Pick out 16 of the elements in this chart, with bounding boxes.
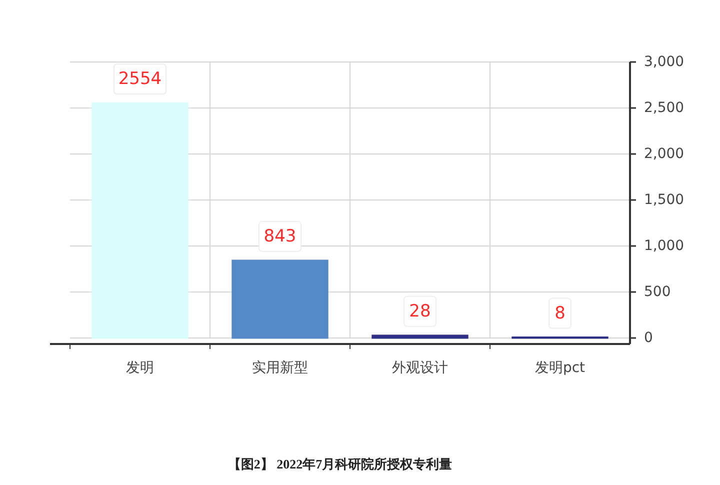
data-label: 2554 (118, 69, 162, 90)
x-tick-label: 发明 (126, 360, 154, 376)
y-tick-label: 500 (644, 284, 671, 300)
data-label: 843 (264, 226, 296, 246)
x-tick-label: 发明pct (534, 360, 586, 376)
y-tick-label: 0 (644, 330, 653, 346)
y-tick-label: 1,500 (644, 192, 684, 208)
x-tick-label: 实用新型 (252, 360, 308, 376)
title: 【图2】 2022年7月科研院所授权专利量 (228, 456, 452, 472)
y-tick-label: 2,500 (644, 100, 684, 116)
y-tick-label: 1,000 (644, 238, 684, 254)
x-tick-label: 外观设计 (392, 360, 448, 376)
y-tick-label: 2,000 (644, 146, 684, 162)
y-tick-label: 3,000 (644, 54, 684, 70)
data-label: 8 (554, 303, 566, 324)
data-label: 28 (409, 301, 431, 322)
